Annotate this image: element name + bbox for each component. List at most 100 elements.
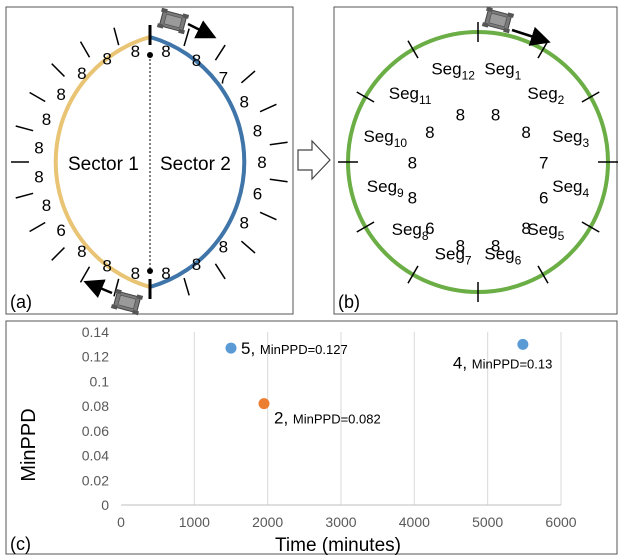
tick-mark xyxy=(537,265,549,284)
sector2-value: 8 xyxy=(161,264,170,283)
data-label: 5, MinPPD=0.127 xyxy=(241,339,348,358)
tick-mark xyxy=(113,278,120,297)
sector1-value: 8 xyxy=(102,256,111,275)
panel-c-frame xyxy=(5,320,618,555)
sector1-value: 8 xyxy=(34,138,43,157)
chart-gridlines xyxy=(193,332,562,505)
tick-mark xyxy=(214,44,226,61)
tick-mark xyxy=(407,40,419,59)
sector2-label: Sector 2 xyxy=(160,154,231,175)
segment-label: Seg10 xyxy=(363,127,407,150)
sector2-value: 6 xyxy=(253,185,262,204)
y-tick-label: 0.12 xyxy=(82,349,109,365)
y-tick-label: 0.06 xyxy=(82,423,109,439)
sector1-value: 8 xyxy=(77,242,86,261)
sector1-arc xyxy=(53,35,151,289)
robot-icon-b xyxy=(481,6,515,34)
segment-value: 8 xyxy=(408,153,417,172)
sector1-value: 8 xyxy=(34,168,43,187)
sector1-value: 8 xyxy=(77,64,86,83)
panel-a-label: (a) xyxy=(10,292,32,312)
tick-mark xyxy=(214,263,226,280)
tick-mark xyxy=(240,70,256,84)
tick-mark xyxy=(183,277,190,296)
segment-label: Seg11 xyxy=(389,84,432,107)
tick-mark xyxy=(15,192,34,199)
sector1-value: 8 xyxy=(42,110,51,129)
robot-icon-top xyxy=(156,7,190,35)
tick-mark xyxy=(581,91,600,103)
segment-value: 8 xyxy=(521,219,530,238)
data-label: 2, MinPPD=0.082 xyxy=(274,409,381,428)
y-axis-title: MinPPD xyxy=(18,408,40,481)
data-point xyxy=(258,398,270,410)
tick-mark xyxy=(356,221,375,233)
sector1-value: 8 xyxy=(131,42,140,61)
y-tick-label: 0.04 xyxy=(82,448,109,464)
tick-mark xyxy=(29,221,46,233)
panel-b-ring xyxy=(346,30,610,294)
sector2-value: 8 xyxy=(253,121,262,140)
sector2-value: 8 xyxy=(192,51,201,70)
tick-mark xyxy=(259,103,277,113)
x-tick-label: 4000 xyxy=(399,514,430,530)
x-axis-title: Time (minutes) xyxy=(275,535,401,556)
segment-label: Seg8 xyxy=(392,220,429,243)
tick-mark xyxy=(581,221,600,233)
tick-mark xyxy=(356,91,375,103)
tick-mark xyxy=(79,41,91,58)
segment-value: 7 xyxy=(539,153,548,172)
y-tick-label: 0.1 xyxy=(90,373,110,389)
segment-label: Seg1 xyxy=(484,59,521,82)
x-tick-labels: 0 1000 2000 3000 4000 5000 6000 xyxy=(117,514,577,530)
panel-a-frame xyxy=(5,6,294,315)
tick-mark xyxy=(51,63,65,77)
data-label: 4, MinPPD=0.13 xyxy=(453,353,552,372)
panel-b-ticks xyxy=(338,22,618,302)
sector2-value: 8 xyxy=(161,42,170,61)
sector2-value: 8 xyxy=(239,92,248,111)
x-tick-label: 2000 xyxy=(252,514,283,530)
transform-arrow-icon xyxy=(297,139,331,181)
data-point xyxy=(517,338,529,350)
y-tick-label: 0 xyxy=(101,497,109,513)
y-tick-labels: 0 0.02 0.04 0.06 0.08 0.1 0.12 0.14 xyxy=(82,324,109,513)
y-tick-label: 0.14 xyxy=(82,324,109,340)
tick-mark xyxy=(269,178,288,183)
segment-value: 8 xyxy=(491,105,500,124)
y-tick-label: 0.02 xyxy=(82,472,109,488)
x-tick-label: 3000 xyxy=(325,514,356,530)
x-tick-label: 1000 xyxy=(179,514,210,530)
sector1-value: 8 xyxy=(102,50,111,69)
segment-value: 8 xyxy=(456,105,465,124)
sector1-value: 8 xyxy=(131,264,140,283)
sector1-value: 8 xyxy=(56,85,65,104)
tick-mark xyxy=(51,247,65,261)
tick-mark xyxy=(15,125,34,132)
segment-value: 8 xyxy=(491,237,500,256)
tick-mark xyxy=(259,211,277,221)
segment-label: Seg12 xyxy=(431,59,475,82)
panel-a-ticks xyxy=(11,27,288,297)
tick-mark xyxy=(113,27,120,46)
sector2-value: 8 xyxy=(192,255,201,274)
direction-arrow-b xyxy=(511,26,551,46)
sector1-label: Sector 1 xyxy=(68,154,139,175)
segment-value: 8 xyxy=(425,123,434,142)
robot-icon-bottom xyxy=(110,288,144,316)
sector2-value: 8 xyxy=(257,153,266,172)
y-tick-label: 0.08 xyxy=(82,398,109,414)
divider-dot-top xyxy=(147,52,153,58)
tick-mark xyxy=(29,91,46,103)
segment-value: 6 xyxy=(425,219,434,238)
tick-mark xyxy=(407,265,419,284)
segment-value: 8 xyxy=(408,189,417,208)
panel-b-frame xyxy=(333,6,618,315)
chart-points: 5, MinPPD=0.127 2, MinPPD=0.082 4, MinPPD=… xyxy=(225,338,552,428)
segment-value: 6 xyxy=(539,189,548,208)
divider-dot-bottom xyxy=(147,268,153,274)
